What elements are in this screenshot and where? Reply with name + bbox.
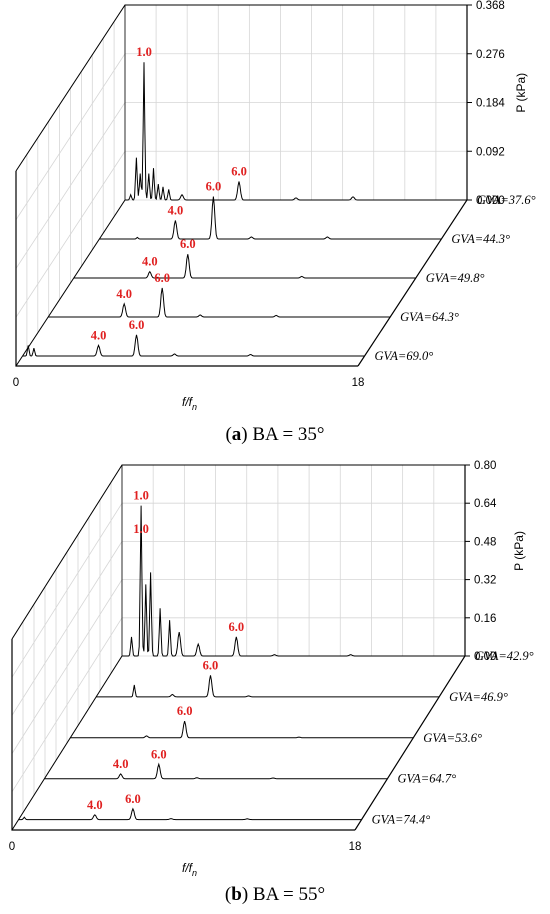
spectrum-line	[18, 807, 362, 821]
peak-annotation: 6.0	[180, 237, 196, 251]
peak-annotation: 6.0	[231, 164, 247, 178]
z-tick-label: 0.48	[474, 536, 496, 548]
peak-annotation: 6.0	[229, 620, 245, 634]
peak-annotation: 1.0	[133, 489, 149, 503]
z-tick-label: 0.64	[474, 498, 497, 510]
peak-annotation: 6.0	[125, 792, 141, 806]
side-wall-hgrid	[11, 579, 123, 754]
series-label: GVA=44.3°	[451, 232, 510, 246]
z-tick-label: 0.184	[476, 98, 505, 110]
peak-annotation: 6.0	[129, 318, 145, 332]
side-wall-hgrid	[15, 53, 126, 220]
peak-annotation: 1.0	[136, 45, 152, 59]
x-axis-label: f/fn	[182, 861, 197, 878]
depth-axis	[11, 655, 123, 831]
depth-axis	[15, 199, 126, 367]
spectrum-line	[96, 675, 440, 698]
series-label: GVA=53.6°	[423, 731, 482, 745]
peak-annotation: 6.0	[206, 180, 222, 194]
peak-annotation: 4.0	[113, 757, 129, 771]
spectrum-line	[73, 254, 416, 279]
spectrum-line	[70, 720, 414, 739]
series-label: GVA=42.9°	[475, 649, 534, 663]
top-edges	[11, 464, 465, 640]
peak-annotation: 6.0	[203, 658, 219, 672]
z-tick-label: 0.368	[476, 0, 505, 12]
z-tick-label: 0.000	[476, 195, 505, 207]
peak-annotation: 6.0	[177, 704, 193, 718]
z-axis-label: P (kPa)	[512, 531, 526, 571]
series-label: GVA=74.4°	[372, 813, 431, 827]
z-tick-label: 0.80	[474, 460, 496, 472]
peak-annotation: 6.0	[151, 747, 167, 761]
x-tick-label: 18	[352, 377, 365, 389]
spectrum-line	[48, 287, 391, 318]
series-label: GVA=49.8°	[426, 271, 485, 285]
panel-a-chart: 0.000 0.092 0.184 0.276 0.368 P (kPa) 0 18 f/fn G…	[13, 0, 536, 412]
side-wall-hgrid	[15, 151, 126, 318]
x-tick-label: 18	[349, 841, 362, 853]
spectrum-line	[99, 196, 442, 240]
series-label: GVA=64.3°	[400, 310, 459, 324]
series-label: GVA=69.0°	[375, 349, 434, 363]
panel-b-caption: (b) BA = 55°	[225, 884, 325, 905]
panel-b-chart: 0.00 0.16 0.32 0.48 0.64 0.80 P (kPa) 0 18 f/fn GV…	[9, 460, 534, 878]
z-tick-label: 0.32	[474, 575, 496, 587]
z-tick-label: 0.00	[474, 651, 496, 663]
peak-annotation: 4.0	[87, 798, 103, 812]
spectrum-line	[125, 62, 467, 201]
series-label: GVA=64.7°	[397, 772, 456, 786]
spectrum-line	[44, 762, 388, 780]
peak-annotation: 1.0	[133, 522, 149, 536]
z-tick-label: 0.16	[474, 613, 496, 625]
panel-a-caption: (a) BA = 35°	[225, 424, 324, 445]
x-tick-label: 0	[13, 377, 19, 389]
peak-annotation: 4.0	[142, 255, 158, 269]
side-wall-hgrid	[11, 617, 123, 793]
peak-annotation: 6.0	[154, 271, 170, 285]
z-axis-label: P (kPa)	[514, 73, 528, 113]
side-wall-hgrid	[11, 541, 123, 716]
side-wall-hgrid	[11, 502, 123, 678]
x-axis-label: f/fn	[182, 395, 197, 412]
series-label: GVA=46.9°	[449, 690, 508, 704]
z-tick-label: 0.092	[476, 146, 505, 158]
side-wall-hgrid	[15, 102, 126, 269]
spectrum-line	[22, 334, 365, 357]
peak-annotation: 4.0	[168, 203, 184, 217]
front-axes	[11, 639, 355, 831]
z-tick-label: 0.276	[476, 49, 505, 61]
x-tick-label: 0	[9, 841, 15, 853]
spectrum-line	[122, 505, 465, 657]
top-edges	[15, 4, 467, 172]
peak-annotation: 4.0	[116, 287, 132, 301]
peak-annotation: 4.0	[91, 328, 107, 342]
series-label: GVA=37.6°	[477, 193, 536, 207]
